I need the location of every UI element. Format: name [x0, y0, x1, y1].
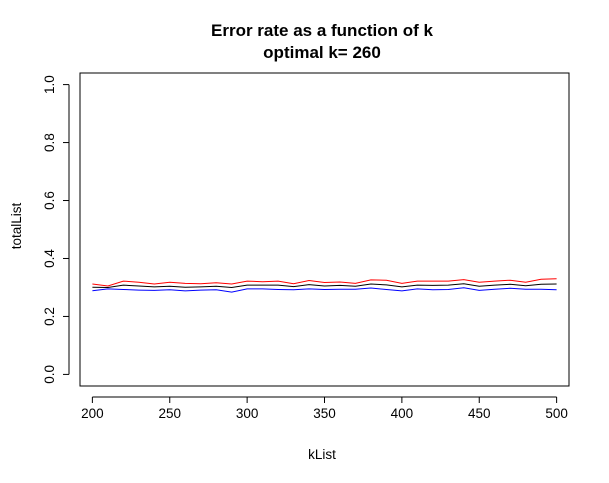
x-tick-label: 350 [313, 406, 336, 421]
plot-area-frame [79, 72, 570, 387]
x-tick-label: 400 [391, 406, 414, 421]
series-line-2 [92, 283, 557, 289]
y-tick-label: 0.4 [42, 249, 57, 268]
series-line-3 [92, 287, 557, 293]
y-axis: 0.0 0.2 0.4 0.6 0.8 1.0 [42, 75, 70, 384]
y-tick-label: 0.6 [42, 191, 57, 210]
chart-title-line-1: Error rate as a function of k [211, 21, 434, 40]
x-tick-label: 450 [468, 406, 491, 421]
chart-title-line-2: optimal k= 260 [263, 43, 381, 62]
x-tick-label: 300 [236, 406, 259, 421]
x-tick-label: 500 [545, 406, 568, 421]
y-tick-label: 0.8 [42, 133, 57, 152]
x-tick-label: 200 [81, 406, 104, 421]
series-line-1 [92, 278, 557, 287]
y-tick-label: 0.0 [42, 365, 57, 384]
series-layer [92, 278, 557, 293]
x-tick-label: 250 [158, 406, 181, 421]
y-tick-label: 1.0 [42, 75, 57, 94]
x-axis: 200 250 300 350 400 450 500 [81, 396, 568, 421]
y-axis-label: totalList [9, 202, 24, 249]
y-tick-label: 0.2 [42, 307, 57, 326]
x-axis-label: kList [308, 447, 336, 462]
